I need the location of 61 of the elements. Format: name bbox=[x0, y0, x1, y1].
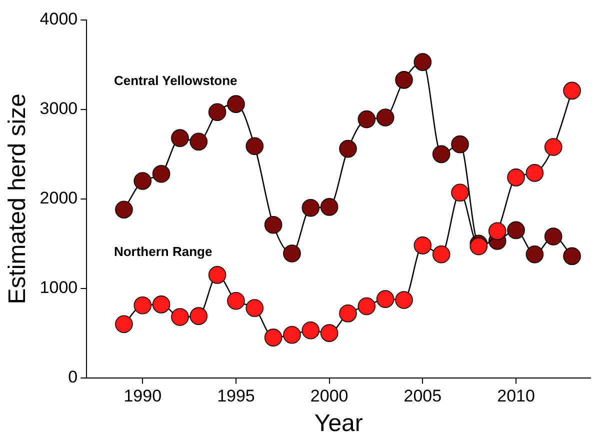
point bbox=[376, 108, 394, 126]
x-tick-label: 2005 bbox=[404, 386, 442, 406]
point bbox=[358, 297, 376, 316]
point bbox=[507, 168, 525, 186]
series-label: Northern Range bbox=[114, 244, 212, 260]
y-tick-label: 3000 bbox=[40, 99, 78, 118]
x-tick-label: 2010 bbox=[497, 386, 535, 406]
point bbox=[451, 184, 469, 202]
point bbox=[208, 266, 226, 284]
series-label: Central Yellowstone bbox=[114, 73, 238, 88]
point bbox=[283, 326, 301, 344]
point bbox=[227, 292, 245, 310]
point bbox=[302, 198, 320, 217]
point bbox=[115, 315, 133, 334]
point bbox=[320, 324, 338, 342]
point bbox=[563, 247, 581, 266]
x-axis-title: Year bbox=[314, 410, 363, 438]
point bbox=[264, 328, 282, 346]
point bbox=[358, 110, 376, 128]
point bbox=[264, 216, 282, 234]
point bbox=[190, 132, 208, 151]
point bbox=[246, 299, 264, 317]
point bbox=[544, 138, 562, 156]
point bbox=[414, 53, 432, 71]
point bbox=[339, 140, 357, 158]
point bbox=[134, 172, 152, 190]
y-tick-label: 1000 bbox=[40, 278, 78, 298]
x-tick-label: 2000 bbox=[310, 386, 348, 406]
point bbox=[208, 103, 226, 122]
y-axis-title: Estimated herd size bbox=[4, 94, 32, 304]
y-tick-label: 2000 bbox=[40, 188, 78, 208]
x-tick-label: 1995 bbox=[217, 386, 255, 406]
point bbox=[115, 200, 133, 219]
y-tick-label: 4000 bbox=[40, 10, 78, 29]
point bbox=[526, 164, 544, 182]
point bbox=[432, 145, 450, 164]
point bbox=[488, 222, 506, 240]
point bbox=[544, 228, 562, 246]
point bbox=[451, 135, 469, 154]
point bbox=[563, 82, 581, 100]
point bbox=[395, 291, 413, 309]
point bbox=[302, 321, 320, 340]
point bbox=[507, 221, 525, 240]
point bbox=[152, 164, 170, 183]
point bbox=[227, 95, 245, 113]
point bbox=[152, 296, 170, 314]
point bbox=[526, 245, 544, 264]
point bbox=[134, 296, 152, 314]
point bbox=[395, 71, 413, 89]
point bbox=[432, 245, 450, 264]
y-tick-label: 0 bbox=[68, 367, 78, 386]
point bbox=[283, 244, 301, 262]
point bbox=[246, 137, 264, 156]
point bbox=[171, 308, 189, 326]
point bbox=[339, 304, 357, 322]
point bbox=[376, 290, 394, 308]
point bbox=[190, 307, 208, 325]
point bbox=[171, 129, 189, 147]
point bbox=[414, 236, 432, 254]
point bbox=[320, 198, 338, 216]
x-tick-label: 1990 bbox=[124, 386, 162, 406]
